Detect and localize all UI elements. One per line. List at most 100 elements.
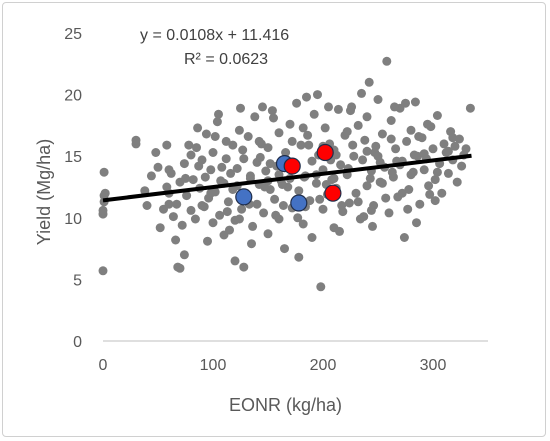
data-point bbox=[437, 188, 447, 198]
data-point bbox=[172, 199, 182, 209]
data-point bbox=[221, 136, 231, 146]
data-point bbox=[373, 151, 383, 161]
data-point bbox=[452, 177, 462, 187]
data-point bbox=[309, 109, 319, 119]
data-point bbox=[415, 199, 425, 209]
x-tick-label: 100 bbox=[200, 357, 227, 374]
data-point bbox=[315, 194, 325, 204]
y-tick-label: 25 bbox=[64, 26, 82, 43]
data-point bbox=[234, 125, 244, 135]
data-point bbox=[324, 102, 333, 112]
data-point bbox=[277, 180, 287, 189]
data-point bbox=[307, 156, 317, 166]
x-tick-labels: 0 100 200 300 bbox=[99, 357, 447, 374]
data-point bbox=[450, 141, 460, 151]
data-point bbox=[307, 233, 317, 242]
data-point bbox=[384, 208, 394, 218]
highlight-point-red bbox=[283, 157, 301, 175]
data-point bbox=[329, 173, 339, 183]
data-point bbox=[333, 104, 343, 114]
data-point bbox=[404, 185, 414, 194]
data-point bbox=[274, 128, 284, 138]
data-point bbox=[226, 168, 236, 178]
data-point bbox=[294, 186, 304, 196]
data-point bbox=[175, 263, 185, 273]
data-point bbox=[186, 205, 196, 215]
data-point bbox=[362, 181, 372, 191]
data-point bbox=[419, 165, 429, 175]
data-point bbox=[181, 173, 190, 183]
data-point bbox=[360, 135, 370, 145]
data-point bbox=[280, 244, 289, 254]
data-point bbox=[270, 194, 280, 204]
data-point bbox=[146, 171, 156, 181]
data-point bbox=[255, 152, 265, 162]
data-point bbox=[403, 204, 413, 214]
data-point bbox=[210, 132, 220, 141]
data-point bbox=[381, 193, 391, 203]
data-point bbox=[432, 111, 442, 120]
data-point bbox=[190, 214, 200, 224]
data-point bbox=[285, 119, 295, 129]
data-point bbox=[336, 160, 346, 170]
data-point bbox=[412, 218, 421, 228]
highlight-point-red bbox=[316, 143, 334, 162]
data-point bbox=[359, 212, 369, 222]
data-point bbox=[409, 150, 419, 160]
data-point bbox=[261, 166, 271, 176]
y-axis-title-group: Yield (Mg/ha) bbox=[34, 139, 54, 245]
data-point bbox=[337, 201, 347, 210]
data-point bbox=[239, 154, 249, 164]
data-point bbox=[194, 161, 204, 171]
data-point bbox=[292, 98, 302, 108]
data-point bbox=[399, 233, 409, 242]
data-point bbox=[216, 176, 226, 186]
data-point bbox=[346, 106, 355, 116]
data-point bbox=[425, 189, 435, 199]
data-point bbox=[243, 132, 253, 141]
data-point bbox=[430, 196, 440, 206]
y-tick-label: 20 bbox=[64, 88, 82, 105]
data-point bbox=[406, 170, 416, 180]
data-point bbox=[316, 282, 326, 292]
data-point bbox=[320, 123, 330, 133]
data-point bbox=[153, 162, 163, 172]
data-point bbox=[206, 188, 216, 198]
data-point bbox=[98, 205, 108, 215]
data-point bbox=[293, 213, 303, 223]
data-point bbox=[377, 129, 387, 139]
data-point bbox=[254, 136, 264, 146]
data-point bbox=[386, 134, 396, 144]
data-point bbox=[98, 266, 108, 276]
data-point bbox=[302, 92, 311, 102]
data-point bbox=[186, 150, 196, 160]
data-point bbox=[223, 197, 233, 207]
y-axis-title: Yield (Mg/ha) bbox=[34, 139, 54, 245]
data-point bbox=[419, 149, 429, 159]
data-point bbox=[217, 162, 227, 172]
data-point bbox=[225, 225, 234, 235]
data-point bbox=[188, 175, 198, 185]
data-point bbox=[162, 140, 172, 150]
data-point bbox=[278, 201, 288, 210]
data-point bbox=[410, 97, 420, 107]
data-point bbox=[200, 172, 210, 182]
data-point bbox=[281, 148, 291, 157]
data-point bbox=[265, 159, 275, 169]
data-point bbox=[228, 185, 238, 194]
data-point bbox=[313, 90, 322, 100]
data-point bbox=[366, 205, 376, 215]
data-point bbox=[353, 197, 363, 207]
data-point bbox=[390, 102, 399, 112]
data-point bbox=[164, 199, 174, 209]
data-point bbox=[439, 139, 449, 149]
data-point bbox=[206, 165, 216, 175]
y-tick-labels: 0 5 10 15 20 25 bbox=[64, 26, 82, 351]
data-point bbox=[386, 116, 396, 125]
trendline-r-squared: R² = 0.0623 bbox=[184, 51, 268, 68]
data-point bbox=[184, 140, 194, 150]
data-point bbox=[250, 112, 260, 122]
data-point bbox=[348, 140, 358, 150]
data-point bbox=[382, 56, 392, 66]
data-point bbox=[164, 165, 174, 175]
